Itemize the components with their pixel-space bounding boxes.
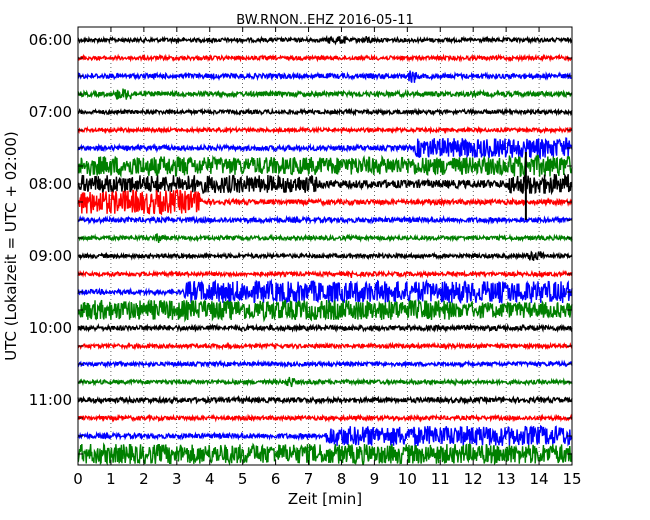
y-axis-ticks: 06:00 07:00 08:00 09:00 10:00 11:00 [29, 31, 572, 455]
seismogram-trace [77, 189, 573, 216]
y-tick-label: 11:00 [29, 391, 72, 409]
x-tick-label: 1 [106, 470, 116, 488]
trace-group [77, 34, 573, 467]
seismogram-trace [77, 233, 573, 244]
x-tick-label: 10 [398, 470, 417, 488]
seismogram-trace [77, 376, 573, 388]
seismogram-trace [77, 172, 573, 196]
x-tick-label: 2 [139, 470, 149, 488]
seismogram-trace [77, 107, 573, 117]
seismogram-trace [77, 214, 573, 226]
x-tick-label: 3 [172, 470, 182, 488]
seismogram-trace [77, 154, 573, 178]
x-tick-label: 11 [431, 470, 450, 488]
chart-title: BW.RNON..EHZ 2016-05-11 [236, 13, 414, 28]
seismogram-trace [77, 34, 573, 46]
x-tick-label: 15 [562, 470, 581, 488]
x-tick-label: 4 [205, 470, 215, 488]
seismogram-trace [77, 413, 573, 423]
seismogram-trace [77, 250, 573, 261]
seismogram-trace [77, 341, 573, 351]
seismogram-trace [77, 53, 573, 63]
seismogram-trace [77, 278, 573, 306]
x-tick-label: 0 [73, 470, 83, 488]
x-tick-label: 14 [530, 470, 549, 488]
seismogram-trace [77, 70, 573, 83]
y-axis-label: UTC (Lokalzeit = UTC + 02:00) [2, 131, 20, 361]
x-tick-label: 7 [304, 470, 314, 488]
x-axis-label: Zeit [min] [288, 490, 362, 508]
y-tick-label: 07:00 [29, 103, 72, 121]
seismogram-trace [77, 322, 573, 334]
x-axis-ticks: 0 1 2 3 4 5 6 7 8 9 10 11 12 13 14 15 [73, 27, 582, 488]
x-tick-label: 9 [370, 470, 380, 488]
y-tick-label: 08:00 [29, 175, 72, 193]
seismogram-trace [77, 269, 573, 279]
x-tick-label: 13 [497, 470, 516, 488]
seismogram-trace [77, 298, 573, 323]
x-tick-label: 6 [271, 470, 281, 488]
x-tick-label: 12 [464, 470, 483, 488]
y-tick-label: 06:00 [29, 31, 72, 49]
seismogram-trace [77, 88, 573, 100]
y-tick-label: 10:00 [29, 319, 72, 337]
seismogram-trace [77, 424, 573, 447]
x-tick-label: 5 [238, 470, 248, 488]
y-tick-label: 09:00 [29, 247, 72, 265]
seismogram-trace [77, 125, 573, 135]
seismogram-trace [77, 359, 573, 369]
x-tick-label: 8 [337, 470, 347, 488]
seismogram-trace [77, 137, 573, 160]
seismogram-trace [77, 394, 573, 406]
seismogram-trace [77, 442, 573, 467]
plot-frame [77, 26, 573, 466]
